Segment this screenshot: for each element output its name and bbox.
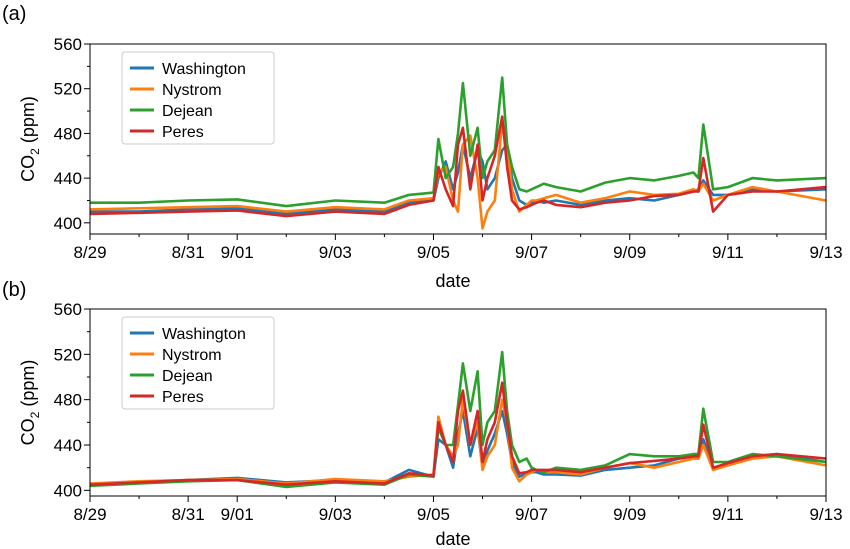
y-tick-label: 480 (54, 124, 82, 143)
legend-label-nystrom: Nystrom (162, 82, 222, 99)
y-tick-label: 480 (54, 391, 82, 410)
x-tick-label: 9/13 (809, 243, 842, 262)
x-tick-label: 9/01 (221, 505, 254, 524)
x-tick-label: 9/05 (417, 505, 450, 524)
y-tick-label: 520 (54, 345, 82, 364)
y-tick-label: 440 (54, 436, 82, 455)
y-axis-label: CO2 (ppm) (18, 96, 42, 182)
chart-panel-2: (b) 400 440 480 520 560 8/29 8/31 9/01 9/03 9/05 9/… (2, 279, 843, 549)
legend-label-washington: Washington (162, 326, 246, 343)
legend: Washington Nystrom Dejean Peres (121, 51, 275, 145)
legend-label-dejean: Dejean (162, 368, 213, 385)
legend-box (121, 316, 275, 410)
x-tick-label: 9/03 (319, 243, 352, 262)
legend-label-washington: Washington (162, 61, 246, 78)
x-axis-label: date (435, 271, 470, 291)
x-axis-label: date (435, 529, 470, 549)
x-tick-label: 9/03 (319, 505, 352, 524)
plot-frame (89, 308, 827, 497)
x-tick-label: 9/01 (221, 243, 254, 262)
legend-label-peres: Peres (162, 389, 204, 406)
y-tick-label: 440 (54, 169, 82, 188)
panel-label: (a) (2, 3, 26, 25)
x-tick-label: 9/11 (712, 505, 744, 524)
legend-label-peres: Peres (162, 124, 204, 141)
y-tick-label: 400 (54, 214, 82, 233)
x-tick-label: 9/09 (613, 505, 646, 524)
x-tick-label: 9/13 (809, 505, 842, 524)
series-line-dejean (90, 76, 827, 208)
x-tick-label: 8/29 (73, 243, 106, 262)
series-line-peres (89, 381, 827, 487)
x-tick-label: 9/05 (417, 243, 450, 262)
x-tick-label: 9/11 (712, 243, 744, 262)
y-tick-label: 560 (54, 35, 82, 54)
legend: Washington Nystrom Dejean Peres (121, 316, 275, 410)
y-tick-label: 520 (54, 80, 82, 99)
y-tick-label: 400 (54, 481, 82, 500)
x-tick-label: 9/07 (515, 243, 548, 262)
legend-box (121, 51, 275, 145)
panel-label: (b) (2, 279, 26, 301)
x-tick-label: 8/29 (73, 505, 106, 524)
x-tick-label: 8/31 (172, 505, 205, 524)
series-line-peres (89, 115, 827, 218)
y-tick-label: 560 (54, 300, 82, 319)
chart-panel-1: (a) 400 440 480 520 560 8/29 8/31 9/01 9/03 9/05 9/… (2, 3, 843, 291)
x-tick-label: 9/09 (613, 243, 646, 262)
x-tick-label: 9/07 (515, 505, 548, 524)
x-tick-label: 8/31 (172, 243, 205, 262)
y-axis-label: CO2 (ppm) (18, 360, 42, 446)
plot-frame (89, 43, 827, 235)
legend-label-dejean: Dejean (162, 103, 213, 120)
legend-label-nystrom: Nystrom (162, 347, 222, 364)
